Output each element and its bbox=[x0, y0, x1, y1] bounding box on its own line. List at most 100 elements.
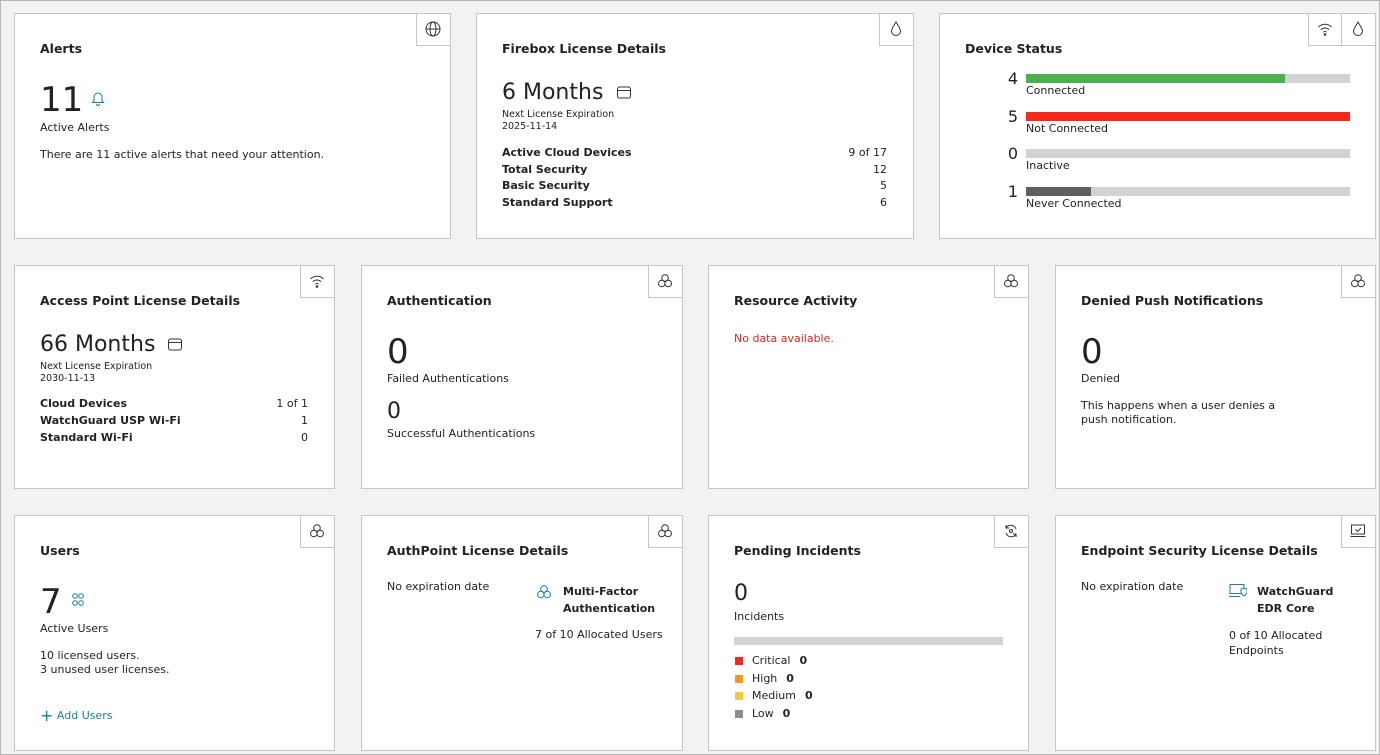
legend-count: 0 bbox=[782, 707, 791, 721]
legend-swatch bbox=[735, 657, 743, 665]
calendar-icon bbox=[168, 338, 182, 351]
title: Authentication bbox=[387, 293, 492, 308]
row-value: 12 bbox=[873, 163, 887, 176]
legend-label: Low bbox=[752, 707, 774, 721]
endpoint-license-card: Endpoint Security License Details No exp… bbox=[1055, 515, 1376, 751]
count-label: Active Alerts bbox=[40, 121, 110, 134]
status-bar bbox=[1026, 111, 1350, 121]
user-count: 7 bbox=[40, 582, 62, 622]
legend-swatch bbox=[735, 674, 743, 683]
expiration-date: 2030-11-13 bbox=[40, 373, 96, 384]
title: Denied Push Notifications bbox=[1081, 293, 1264, 308]
legend-count: 0 bbox=[804, 689, 813, 703]
status-count: 1 bbox=[1007, 181, 1018, 201]
product: Multi-Factor Authentication bbox=[563, 585, 656, 615]
endpoint-icon[interactable] bbox=[1341, 515, 1376, 548]
refresh-icon[interactable] bbox=[994, 515, 1029, 548]
status-label: Inactive bbox=[1026, 159, 1070, 172]
expiration-label: Next License Expiration bbox=[40, 361, 153, 372]
row-label: Active Cloud Devices bbox=[502, 146, 632, 159]
legend-row: Low 0 bbox=[752, 707, 790, 720]
allocation: 7 of 10 Allocated Users bbox=[535, 628, 663, 641]
legend-count: 0 bbox=[786, 671, 794, 685]
status-bar bbox=[1026, 186, 1091, 196]
wifi-icon[interactable] bbox=[300, 265, 335, 298]
expiration: No expiration date bbox=[1081, 580, 1184, 593]
title: Access Point License Details bbox=[40, 293, 241, 308]
authpoint-icon[interactable] bbox=[648, 265, 683, 298]
licensed: 10 licensed users. bbox=[40, 649, 140, 662]
title: AuthPoint License Details bbox=[387, 543, 569, 558]
title: Device Status bbox=[965, 41, 1063, 56]
authpoint-icon[interactable] bbox=[1341, 265, 1376, 298]
legend-row: High 0 bbox=[752, 672, 794, 685]
count-label: Incidents bbox=[734, 610, 785, 623]
status-bar-track bbox=[1026, 186, 1350, 196]
wifi-icon[interactable] bbox=[1308, 13, 1343, 46]
legend-row: Medium 0 bbox=[752, 689, 813, 702]
row-value: 6 bbox=[880, 196, 887, 209]
count-label: Active Users bbox=[40, 622, 109, 635]
resource-activity-card: Resource Activity No data available. bbox=[708, 265, 1029, 489]
no-data: No data available. bbox=[734, 332, 834, 345]
status-count: 5 bbox=[1007, 106, 1018, 126]
access-point-license-card: Access Point License Details 66 Months N… bbox=[14, 265, 335, 489]
count-label: Denied bbox=[1081, 372, 1121, 385]
row-value: 9 of 17 bbox=[848, 146, 887, 159]
status-count: 0 bbox=[1007, 144, 1018, 163]
add-users-link[interactable]: + Add Users bbox=[40, 706, 113, 725]
denied-push-card: Denied Push Notifications 0 Denied This … bbox=[1055, 265, 1376, 489]
row-label: Total Security bbox=[502, 163, 588, 176]
denied-count: 0 bbox=[1081, 332, 1103, 372]
users-card: Users 7 Active Users 10 licensed users. … bbox=[14, 515, 335, 751]
status-label: Connected bbox=[1026, 84, 1086, 97]
row-value: 1 of 1 bbox=[276, 397, 308, 410]
alerts-card: Alerts 11 Active Alerts There are 11 act… bbox=[14, 13, 451, 239]
legend-label: Medium bbox=[752, 689, 796, 703]
successful-count: 0 bbox=[387, 399, 401, 424]
calendar-icon bbox=[617, 86, 631, 99]
authpoint-icon[interactable] bbox=[300, 515, 335, 548]
pending-incidents-card: Pending Incidents 0 Incidents Critical 0 H… bbox=[708, 515, 1029, 751]
status-label: Never Connected bbox=[1026, 196, 1122, 210]
row-label: Cloud Devices bbox=[40, 397, 127, 410]
authpoint-icon[interactable] bbox=[648, 515, 683, 548]
status-bar-track bbox=[1026, 111, 1350, 121]
title: Alerts bbox=[40, 41, 83, 56]
authentication-card: Authentication 0 Failed Authentications … bbox=[361, 265, 683, 489]
title: Resource Activity bbox=[734, 293, 858, 308]
row-label: WatchGuard USP Wi-Fi bbox=[40, 414, 181, 427]
title: Users bbox=[40, 543, 80, 558]
drop-icon[interactable] bbox=[879, 13, 914, 46]
legend-count: 0 bbox=[799, 654, 808, 667]
legend-row: Critical 0 bbox=[752, 654, 807, 667]
status-count: 4 bbox=[1007, 69, 1018, 88]
duration: 66 Months bbox=[40, 332, 156, 357]
legend-swatch bbox=[735, 692, 743, 701]
authpoint-icon[interactable] bbox=[994, 265, 1029, 298]
message: This happens when a user denies a push n… bbox=[1081, 399, 1276, 426]
firebox-license-card: Firebox License Details 6 Months Next Li… bbox=[476, 13, 914, 239]
expiration-label: Next License Expiration bbox=[502, 109, 615, 120]
row-label: Basic Security bbox=[502, 179, 590, 192]
status-label: Not Connected bbox=[1026, 121, 1109, 135]
message: There are 11 active alerts that need you… bbox=[40, 148, 325, 161]
authpoint-license-card: AuthPoint License Details No expiration … bbox=[361, 515, 683, 751]
legend-label: High bbox=[752, 671, 778, 685]
status-bar bbox=[1026, 74, 1286, 83]
drop-icon[interactable] bbox=[1341, 13, 1376, 46]
add-users-text: Add Users bbox=[56, 709, 113, 722]
allocation: 0 of 10 Allocated Endpoints bbox=[1229, 629, 1323, 657]
row-label: Standard Support bbox=[502, 196, 613, 209]
duration: 6 Months bbox=[502, 80, 604, 105]
row-value: 5 bbox=[880, 179, 887, 192]
failed-label: Failed Authentications bbox=[387, 372, 509, 385]
users-icon bbox=[72, 593, 84, 606]
globe-icon[interactable] bbox=[416, 13, 451, 46]
failed-count: 0 bbox=[387, 332, 409, 372]
expiration: No expiration date bbox=[387, 580, 490, 593]
status-bar-track bbox=[1026, 74, 1350, 83]
row-value: 1 bbox=[301, 414, 308, 427]
row-value: 0 bbox=[301, 431, 308, 444]
title: Pending Incidents bbox=[734, 543, 861, 558]
